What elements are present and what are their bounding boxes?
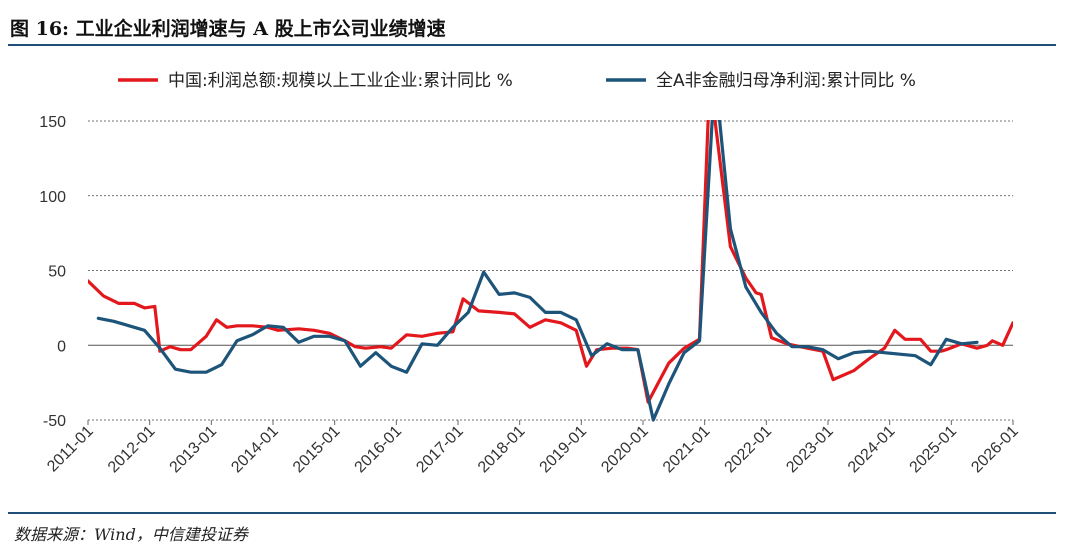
x-tick-label: 2021-01: [660, 423, 714, 477]
y-axis: -50 0 50 100 150: [39, 114, 66, 430]
series-lines: [88, 120, 1013, 422]
y-tick-label: -50: [43, 413, 66, 430]
x-tick-label: 2015-01: [290, 423, 344, 477]
x-tick-label: 2026-01: [968, 423, 1022, 477]
x-tick-label: 2014-01: [228, 423, 282, 477]
gridlines: [88, 120, 1013, 421]
x-tick-label: 2016-01: [352, 423, 406, 477]
series-line-2: [96, 120, 979, 422]
chart-legend: 中国:利润总额:规模以上工业企业:累计同比 % 全A非金融归母净利润:累计同比 %: [118, 71, 916, 91]
x-tick-label: 2020-01: [598, 423, 652, 477]
x-tick-label: 2013-01: [167, 423, 221, 477]
x-tick-label: 2012-01: [105, 423, 159, 477]
title-rule: [8, 44, 1056, 46]
legend-label-1: 中国:利润总额:规模以上工业企业:累计同比 %: [168, 71, 513, 91]
legend-label-2: 全A非金融归母净利润:累计同比 %: [656, 71, 916, 91]
x-tick-label: 2011-01: [44, 423, 97, 476]
y-tick-label: 0: [57, 338, 66, 355]
y-tick-label: 50: [48, 264, 66, 281]
series-line-1: [88, 120, 1013, 404]
x-axis: 2011-01 2012-01 2013-01 2014-01 2015-01 2016-…: [44, 420, 1022, 476]
x-tick-label: 2018-01: [475, 423, 529, 477]
x-tick-label: 2024-01: [845, 423, 899, 477]
x-tick-label: 2019-01: [537, 423, 591, 477]
footer-rule: [8, 512, 1056, 514]
y-tick-label: 150: [39, 114, 66, 131]
figure-title: 图 16: 工业企业利润增速与 A 股上市公司业绩增速: [10, 18, 446, 40]
source-note: 数据来源：Wind，中信建投证券: [14, 525, 248, 544]
y-tick-label: 100: [39, 189, 66, 206]
x-tick-label: 2025-01: [907, 423, 961, 477]
x-tick-label: 2017-01: [413, 423, 467, 477]
x-tick-label: 2022-01: [722, 423, 776, 477]
x-tick-label: 2023-01: [783, 423, 837, 477]
